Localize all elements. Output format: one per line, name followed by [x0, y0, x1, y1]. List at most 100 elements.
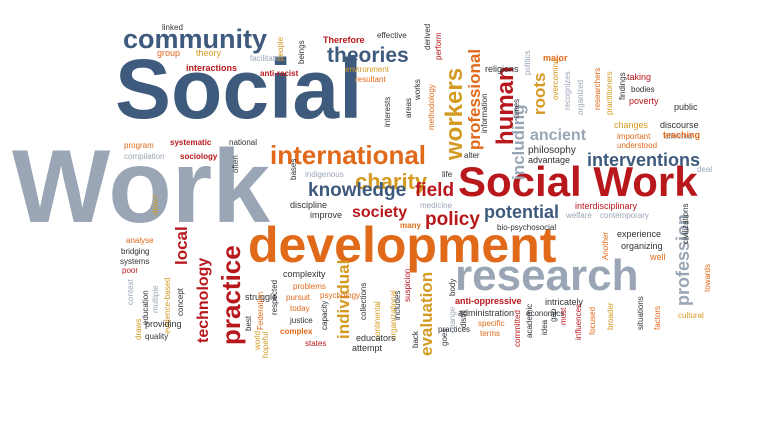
- word-philosophy: philosophy: [528, 145, 576, 156]
- word-concept: concept: [176, 287, 185, 316]
- word-research: research: [455, 251, 638, 300]
- word-multiple: multiple: [151, 285, 160, 313]
- word-deal: deal: [697, 165, 712, 174]
- word-poor: poor: [122, 266, 138, 275]
- word-interests: interests: [383, 97, 392, 127]
- word-discipline: discipline: [290, 200, 327, 210]
- word-ancient: ancient: [530, 127, 587, 144]
- word-advantage: advantage: [528, 155, 570, 165]
- word-struggle: struggle: [245, 292, 277, 302]
- word-resultant: resultant: [355, 75, 386, 84]
- word-religions: religions: [485, 64, 519, 74]
- word-today: today: [290, 304, 310, 313]
- word-focused: focused: [588, 307, 597, 335]
- word-teaching: teaching: [663, 130, 700, 140]
- word-understood: understood: [617, 141, 657, 150]
- word-states: states: [305, 339, 326, 348]
- word-recognizes: recognizes: [563, 71, 572, 110]
- word-organizational: organizational: [389, 290, 398, 340]
- word-attempt: attempt: [352, 343, 383, 353]
- word-economics: economics: [526, 309, 564, 318]
- word-sociology: sociology: [180, 152, 218, 161]
- word-terms: terms: [480, 329, 500, 338]
- word-compilation: compilation: [124, 152, 164, 161]
- word-educators: educators: [356, 333, 396, 343]
- word-program: program: [124, 141, 154, 150]
- word-contemporary: contemporary: [600, 211, 649, 220]
- word-therefore: Therefore: [323, 35, 365, 45]
- word-quality: quality: [145, 332, 168, 341]
- word-taking: taking: [627, 72, 651, 82]
- word-evidence-based: evidence-based: [163, 278, 172, 334]
- word-justice: justice: [289, 316, 313, 325]
- word-medicine: medicine: [420, 201, 453, 210]
- word-welfare: welfare: [565, 211, 592, 220]
- word-problems: problems: [293, 282, 326, 291]
- word-influences: influences: [574, 304, 583, 340]
- word-findings: findings: [618, 72, 627, 100]
- word-potential: potential: [484, 202, 559, 222]
- word-includes: includes: [393, 291, 402, 320]
- word-human: human: [492, 66, 519, 145]
- word-pursuit: pursuit: [286, 293, 311, 302]
- word-methodology: methodology: [427, 84, 436, 130]
- word-indigenous: indigenous: [305, 170, 344, 179]
- word-evaluation: evaluation: [417, 272, 436, 356]
- word-individual: individual: [334, 260, 353, 339]
- word-public: public: [674, 102, 698, 112]
- word-broader: broader: [606, 302, 615, 330]
- word-researchers: researchers: [593, 68, 602, 110]
- word-complexity: complexity: [283, 269, 326, 279]
- word-specific: specific: [478, 319, 505, 328]
- word-experience: experience: [617, 229, 661, 239]
- word-major: major: [543, 53, 568, 63]
- word-continental: continental: [373, 301, 382, 340]
- word-local: local: [172, 226, 191, 265]
- word-affected: affected: [664, 132, 692, 141]
- word-civilizations: civilizations: [681, 204, 690, 244]
- word-effective: effective: [377, 31, 407, 40]
- word-analyse: analyse: [126, 236, 154, 245]
- word-committed: committed: [513, 310, 522, 347]
- word-many: many: [400, 221, 421, 230]
- word-body: body: [448, 279, 457, 296]
- word-life: life: [442, 170, 453, 179]
- word-interdisciplinary: interdisciplinary: [575, 201, 638, 211]
- word-theories: theories: [327, 44, 409, 67]
- word-best: best: [244, 315, 253, 331]
- word-roots: roots: [530, 73, 549, 116]
- word-anti-racist: anti-racist: [260, 69, 299, 78]
- word-politics: politics: [523, 51, 532, 75]
- word-capacity: capacity: [320, 301, 329, 330]
- word-policy: policy: [425, 209, 480, 230]
- word-context: context: [126, 278, 135, 305]
- word-distill: distill: [459, 310, 468, 328]
- word-development: development: [248, 217, 557, 273]
- word-administration: administration: [458, 308, 514, 318]
- word-work: Work: [12, 129, 270, 245]
- word-profession: profession: [673, 214, 693, 306]
- word-group: group: [157, 48, 180, 58]
- word-information: information: [480, 93, 489, 133]
- word-draws: draws: [134, 319, 143, 340]
- word-psychology: psychology: [320, 291, 360, 300]
- word-education: education: [141, 290, 150, 325]
- word-poverty: poverty: [629, 96, 659, 106]
- word-charity: charity: [355, 169, 428, 194]
- word-workers: workers: [441, 68, 468, 161]
- word-providing: providing: [145, 319, 182, 329]
- word-towards: towards: [703, 264, 712, 292]
- word-hopeful: hopeful: [261, 332, 270, 358]
- word-linked: linked: [162, 23, 183, 32]
- word-theory: theory: [196, 48, 222, 58]
- word-anti-oppressive: anti-oppressive: [455, 296, 522, 306]
- word-respected: respected: [270, 280, 279, 315]
- word-alter: alter: [464, 151, 480, 160]
- word-practices: practices: [438, 325, 470, 334]
- word-systems: systems: [120, 257, 149, 266]
- word-overcoming: overcoming: [551, 59, 560, 100]
- word-organizing: organizing: [621, 241, 663, 251]
- word-change: change: [448, 306, 457, 333]
- word-suspicion: suspicion: [403, 269, 412, 302]
